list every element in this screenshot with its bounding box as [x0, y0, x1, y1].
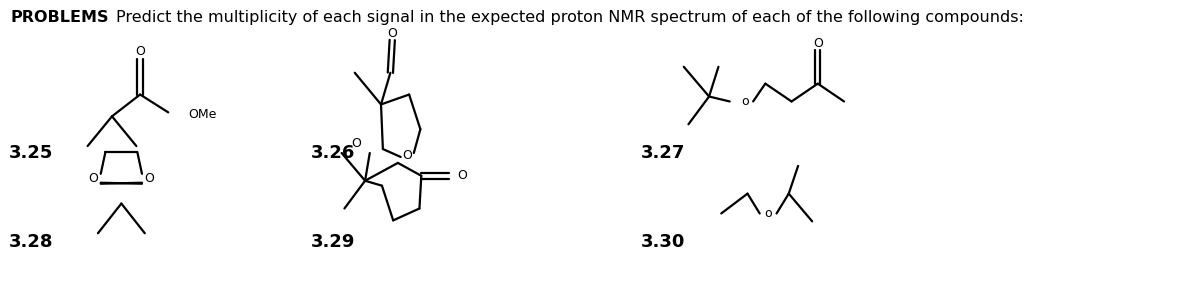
Text: O: O — [350, 136, 361, 150]
Text: O: O — [388, 27, 397, 39]
Text: 3.25: 3.25 — [8, 144, 53, 162]
Text: 3.26: 3.26 — [311, 144, 355, 162]
Text: 3.27: 3.27 — [641, 144, 685, 162]
Text: O: O — [812, 36, 823, 50]
Text: Predict the multiplicity of each signal in the expected proton NMR spectrum of e: Predict the multiplicity of each signal … — [115, 10, 1024, 25]
Text: 3.29: 3.29 — [311, 233, 355, 251]
Text: O: O — [402, 149, 412, 162]
Text: O: O — [89, 172, 98, 185]
Text: OMe: OMe — [188, 108, 216, 121]
Text: o: o — [764, 207, 772, 220]
Text: PROBLEMS: PROBLEMS — [11, 10, 109, 25]
Text: O: O — [136, 45, 145, 58]
Text: 3.28: 3.28 — [8, 233, 53, 251]
Text: 3.30: 3.30 — [641, 233, 685, 251]
Text: O: O — [144, 172, 155, 185]
Text: O: O — [457, 169, 467, 182]
Text: o: o — [740, 95, 749, 108]
